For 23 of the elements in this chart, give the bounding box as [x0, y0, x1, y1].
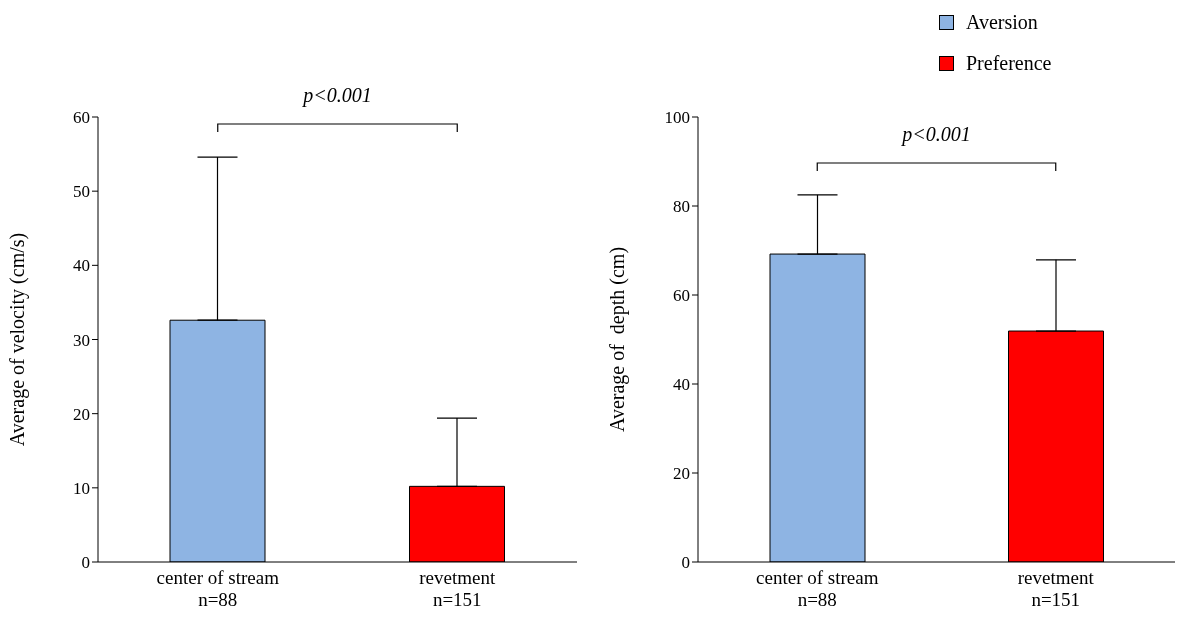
y-axis-title: Average of depth (cm)	[606, 246, 629, 433]
legend-label: Aversion	[966, 11, 1038, 34]
x-tick-label: center of stream n=88	[756, 567, 879, 610]
y-tick-label: 80	[673, 197, 690, 217]
x-tick-label: center of stream n=88	[156, 567, 280, 610]
y-axis-title: Average of velocity (cm/s)	[6, 232, 29, 447]
y-tick-label: 0	[81, 553, 90, 573]
x-tick-label: revetment n=151	[1017, 567, 1095, 610]
y-tick-label: 100	[664, 108, 690, 128]
y-tick-label: 40	[673, 375, 690, 395]
y-tick-label: 30	[73, 330, 90, 350]
y-tick-label: 20	[673, 464, 690, 484]
y-tick-label: 0	[681, 553, 690, 573]
y-tick-label: 50	[73, 182, 90, 202]
annotation: p<0.001	[900, 123, 971, 146]
legend-label: Preference	[966, 52, 1052, 75]
y-tick-label: 60	[73, 108, 90, 128]
x-tick-label: revetment n=151	[419, 567, 496, 610]
y-tick-label: 40	[73, 256, 90, 276]
y-tick-label: 10	[73, 478, 90, 498]
text: p<0.001	[301, 84, 372, 107]
y-tick-label: 20	[73, 404, 90, 424]
y-tick-label: 60	[673, 286, 690, 306]
